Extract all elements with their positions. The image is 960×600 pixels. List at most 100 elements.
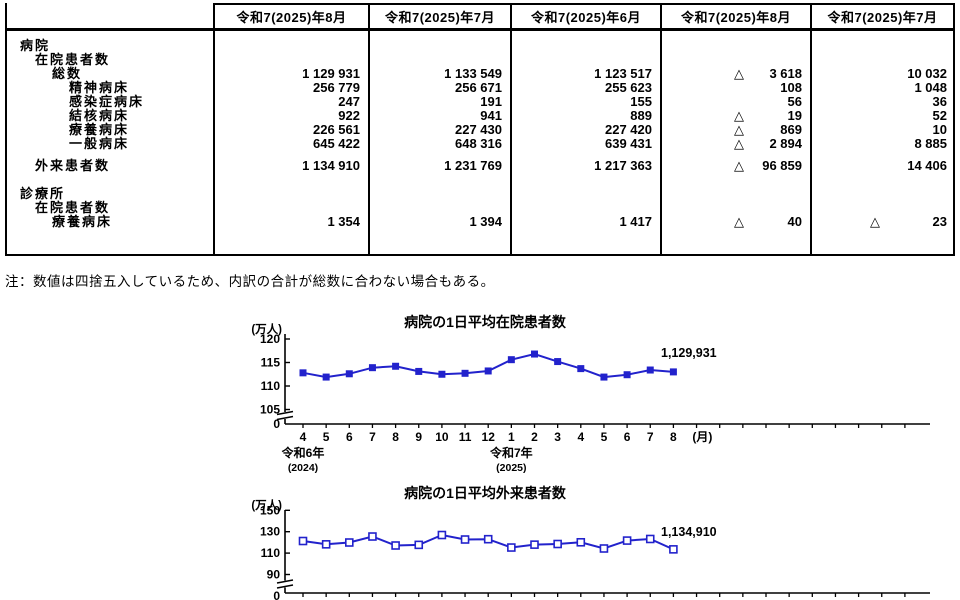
y-axis-unit-label: (万人)	[251, 498, 282, 512]
x-tick-label: 5	[323, 430, 330, 444]
value-cell: △ 19	[734, 108, 802, 123]
column-divider	[213, 31, 215, 254]
chart-title: 病院の1日平均在院患者数	[404, 314, 567, 330]
data-point	[483, 534, 493, 544]
row-label: 精神病床	[69, 80, 130, 95]
data-point	[460, 535, 470, 544]
row-label: 感染症病床	[69, 94, 145, 109]
column-divider	[660, 31, 662, 254]
y-tick-label: 115	[261, 356, 281, 370]
table-row: 総数 1 129 931 1 133 549 1 123 517 △ 3 618 10 03…	[7, 67, 953, 81]
value-cell: △ 3 618	[734, 66, 802, 81]
x-tick-label: 4	[577, 430, 584, 444]
value-cell: 52	[932, 108, 947, 123]
value-cell: 941	[480, 108, 502, 123]
value-cell: 1 394	[469, 214, 502, 229]
value-cell: 1 123 517	[594, 66, 652, 81]
decrease-triangle-icon: △	[734, 108, 744, 123]
table-row: 在院患者数	[7, 201, 953, 215]
y-tick-label: 150	[260, 503, 280, 517]
table-row: 外来患者数 1 134 910 1 231 769 1 217 363 △ 96 859 1…	[7, 159, 953, 173]
axis-break-line	[276, 579, 294, 584]
row-label-header-cell	[5, 3, 213, 28]
value-cell: 1 231 769	[444, 158, 502, 173]
data-point	[392, 362, 400, 370]
column-header: 令和7(2025)年8月	[213, 3, 368, 28]
data-point	[622, 536, 632, 545]
table-row: 精神病床 256 779 256 671 255 623 108 1 048	[7, 81, 953, 95]
data-point	[368, 532, 377, 541]
y-tick-label: 120	[260, 332, 280, 346]
x-tick-label: 9	[415, 430, 422, 444]
data-point	[669, 368, 677, 376]
era-year-label: (2025)	[496, 462, 526, 474]
table-body: 病院 在院患者数 総数 1 129 931 1 133 549 1 123 517 △ 3 6…	[5, 31, 955, 256]
latest-value-annotation: 1,134,910	[661, 525, 717, 539]
decrease-triangle-icon: △	[870, 214, 880, 229]
y-axis-unit-label: (万人)	[251, 322, 282, 336]
value-cell: 227 420	[605, 122, 652, 137]
table-row: 療養病床 1 354 1 394 1 417 △ 40 △ 23	[7, 215, 953, 229]
data-point	[623, 371, 631, 379]
y-tick-label: 105	[260, 403, 280, 417]
x-tick-label: 1	[508, 430, 515, 444]
data-point	[507, 356, 515, 364]
x-tick-label: 5	[601, 430, 608, 444]
table-header-row: 令和7(2025)年8月 令和7(2025)年7月 令和7(2025)年6月 令和7(…	[5, 3, 955, 28]
value-cell: 645 422	[313, 136, 360, 151]
y-zero-label: 0	[273, 417, 280, 431]
decrease-triangle-icon: △	[734, 214, 744, 229]
data-point	[461, 369, 469, 377]
data-point	[415, 367, 423, 375]
value-cell: 227 430	[455, 122, 502, 137]
latest-value-annotation: 1,129,931	[661, 346, 717, 360]
data-point	[437, 530, 447, 540]
axis-break-gap	[281, 580, 289, 588]
table-row: 診療所	[7, 187, 953, 201]
header-divider	[5, 28, 955, 31]
x-tick-label: 7	[647, 430, 654, 444]
value-cell: 1 217 363	[594, 158, 652, 173]
value-cell: 1 133 549	[444, 66, 502, 81]
row-label: 在院患者数	[35, 200, 111, 215]
row-label: 一般病床	[69, 136, 130, 151]
value-cell: 155	[630, 94, 652, 109]
value-cell: 1 048	[914, 80, 947, 95]
column-divider	[368, 31, 370, 254]
data-point	[600, 373, 608, 381]
value-cell: 56	[787, 94, 802, 109]
value-cell: 247	[338, 94, 360, 109]
decrease-triangle-icon: △	[734, 122, 744, 137]
era-label: 令和6年	[281, 445, 325, 460]
row-label: 診療所	[20, 186, 66, 201]
chart-title: 病院の1日平均外来患者数	[404, 485, 567, 501]
value-cell: 648 316	[455, 136, 502, 151]
table-row: 病院	[7, 39, 953, 53]
value-cell: 10	[932, 122, 947, 137]
table-row: 一般病床 645 422 648 316 639 431 △ 2 894 8 885	[7, 137, 953, 151]
table-row: 在院患者数	[7, 53, 953, 67]
value-cell: 255 623	[605, 80, 652, 95]
data-point	[645, 534, 655, 544]
decrease-triangle-icon: △	[734, 66, 744, 81]
value-cell: △ 23	[870, 214, 947, 229]
data-point	[576, 537, 586, 547]
y-tick-label: 110	[261, 379, 281, 393]
table-row: 結核病床 922 941 889 △ 19 52	[7, 109, 953, 123]
x-tick-label: 4	[300, 430, 307, 444]
data-point	[646, 366, 654, 374]
value-cell: △ 2 894	[734, 136, 802, 151]
table-row: 感染症病床 247 191 155 56 36	[7, 95, 953, 109]
column-header: 令和7(2025)年7月	[810, 3, 955, 28]
row-label: 外来患者数	[35, 158, 111, 173]
value-cell: 639 431	[605, 136, 652, 151]
value-cell: 191	[480, 94, 502, 109]
row-label: 結核病床	[69, 108, 130, 123]
column-header: 令和7(2025)年6月	[510, 3, 660, 28]
value-cell: 226 561	[313, 122, 360, 137]
x-tick-label: 8	[392, 430, 399, 444]
axis-break-line	[276, 415, 294, 421]
data-point	[438, 370, 446, 378]
data-point	[530, 540, 539, 549]
